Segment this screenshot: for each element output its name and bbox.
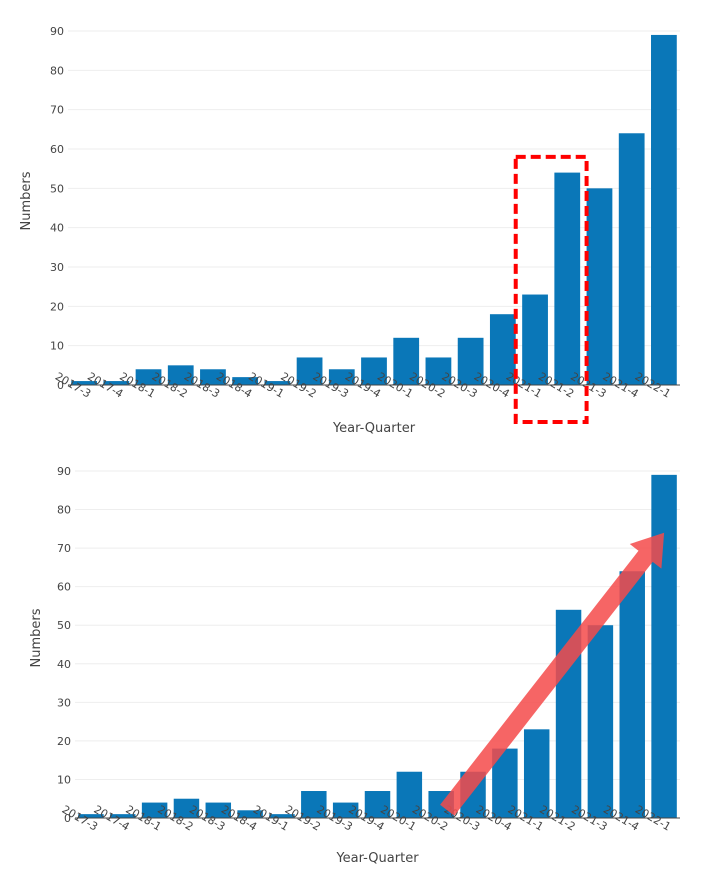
bar-2019-1[interactable]: [269, 814, 295, 818]
bar-2021-3[interactable]: [587, 625, 614, 818]
bar-2021-1[interactable]: [523, 729, 550, 818]
y-tick-label: 40: [50, 222, 64, 235]
bar-2019-1[interactable]: [264, 381, 291, 385]
bar-2020-3[interactable]: [457, 337, 484, 385]
bar-2020-1[interactable]: [393, 337, 420, 385]
bar-2018-3[interactable]: [200, 369, 226, 385]
y-tick-label: 70: [50, 104, 64, 117]
bar-2020-4[interactable]: [489, 314, 516, 385]
bar-2020-1[interactable]: [396, 771, 423, 818]
y-tick-label: 20: [50, 300, 64, 313]
bar-2018-1[interactable]: [135, 369, 162, 385]
y-tick-label: 10: [50, 340, 64, 353]
y-tick-label: 30: [57, 696, 71, 709]
chart-bottom: 01020304050607080902017-32017-42018-1201…: [29, 465, 680, 866]
x-axis-title: Year-Quarter: [335, 851, 419, 866]
bar-2018-2[interactable]: [173, 798, 200, 818]
bar-2018-4[interactable]: [237, 810, 263, 818]
bar-2019-4[interactable]: [364, 791, 391, 818]
y-tick-label: 60: [50, 143, 64, 156]
y-tick-label: 0: [57, 379, 64, 392]
y-tick-label: 80: [50, 64, 64, 77]
bar-2019-3[interactable]: [328, 369, 355, 385]
y-tick-label: 90: [50, 25, 64, 38]
bar-2021-3[interactable]: [586, 188, 613, 385]
bar-2017-3[interactable]: [71, 381, 97, 385]
y-tick-label: 30: [50, 261, 64, 274]
bar-2017-4[interactable]: [110, 814, 136, 818]
trend-arrow: [440, 532, 665, 816]
bar-2017-3[interactable]: [78, 814, 104, 818]
bar-2021-4[interactable]: [618, 133, 645, 385]
x-axis-title: Year-Quarter: [332, 421, 416, 436]
y-tick-label: 20: [57, 735, 71, 748]
y-axis-title: Numbers: [29, 608, 44, 667]
bar-2021-2[interactable]: [554, 172, 581, 385]
bar-2019-2[interactable]: [296, 357, 323, 385]
y-tick-label: 60: [57, 581, 71, 594]
bar-2018-4[interactable]: [232, 377, 259, 385]
bar-2018-2[interactable]: [167, 365, 194, 385]
y-tick-label: 10: [57, 773, 71, 786]
bar-2022-1[interactable]: [651, 34, 677, 385]
bar-2019-3[interactable]: [332, 802, 359, 818]
y-tick-label: 80: [57, 504, 71, 517]
chart-top: 01020304050607080902017-32017-42018-1201…: [19, 25, 680, 436]
highlight-box: [513, 154, 589, 424]
bar-2021-1[interactable]: [522, 294, 548, 385]
bar-2017-4[interactable]: [103, 381, 130, 385]
bar-2020-2[interactable]: [425, 357, 452, 385]
y-tick-label: 40: [57, 658, 71, 671]
y-tick-label: 50: [57, 619, 71, 632]
y-tick-label: 50: [50, 182, 64, 195]
bar-2019-4[interactable]: [361, 357, 387, 385]
bar-2022-1[interactable]: [651, 474, 677, 818]
bar-2018-3[interactable]: [205, 802, 232, 818]
bar-2018-1[interactable]: [141, 802, 168, 818]
y-axis-title: Numbers: [19, 171, 34, 230]
bar-2021-4[interactable]: [619, 571, 645, 818]
y-tick-label: 0: [64, 812, 71, 825]
y-tick-label: 90: [57, 465, 71, 478]
bar-2019-2[interactable]: [301, 791, 327, 818]
y-tick-label: 70: [57, 542, 71, 555]
